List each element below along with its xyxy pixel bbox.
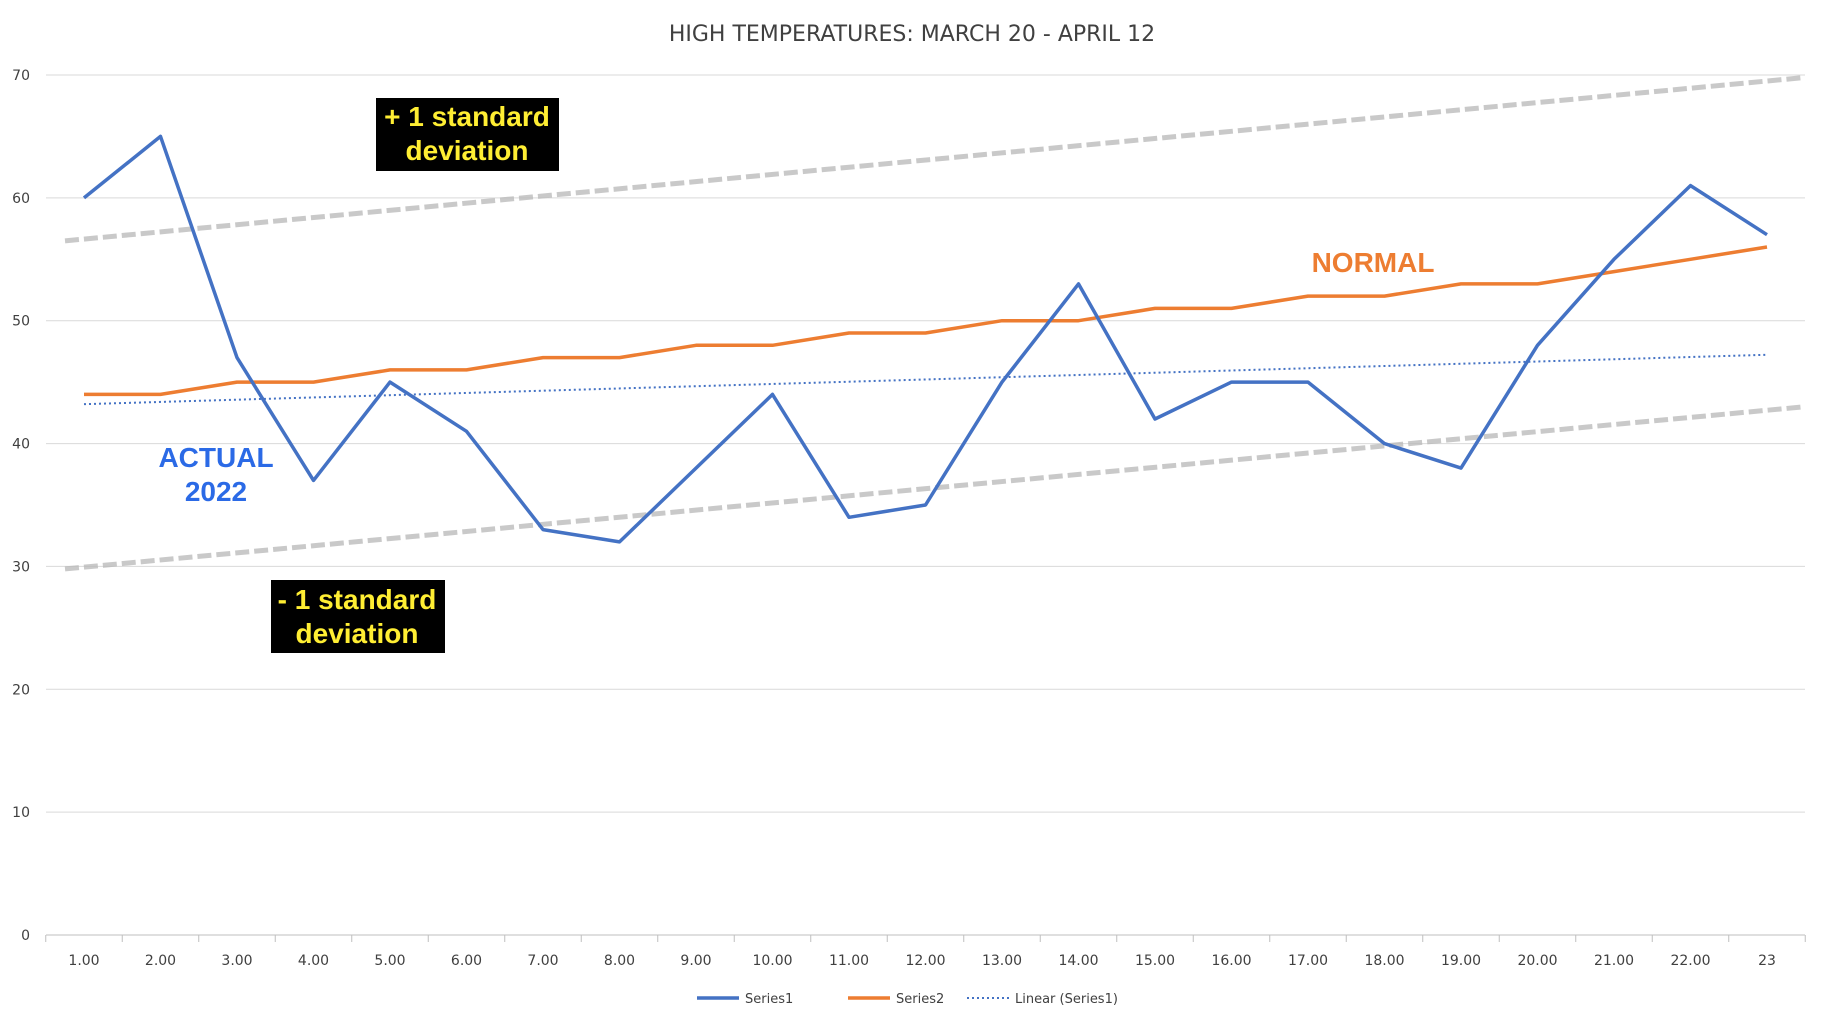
x-tick-label: 10.00 [752,953,792,969]
legend-label-2: Series2 [896,992,944,1007]
y-tick-label: 10 [12,805,30,821]
trendline-series1 [83,353,1768,406]
annotation-normal: NORMAL [1312,247,1435,278]
plus-sd-band [64,74,1806,244]
x-tick-label: 18.00 [1364,953,1404,969]
x-tick-label: 3.00 [221,953,252,969]
x-tick-label: 15.00 [1135,953,1175,969]
y-tick-label: 40 [12,437,30,453]
x-tick-label: 23 [1758,953,1776,969]
series-lines [82,134,1768,544]
annotation-actual-line1: ACTUAL [158,442,273,473]
annotation-actual: ACTUAL 2022 [158,442,273,507]
annotation-plus-sd-line2: deviation [406,135,529,166]
annotation-plus-sd-box [376,98,559,171]
annotation-minus-sd: - 1 standard deviation [271,580,445,653]
chart-title: HIGH TEMPERATURES: MARCH 20 - APRIL 12 [669,22,1155,47]
x-tick-label: 21.00 [1594,953,1634,969]
annotation-plus-sd: + 1 standard deviation [376,98,559,171]
x-tick-label: 8.00 [604,953,635,969]
annotation-minus-sd-box [271,580,445,653]
x-tick-label: 11.00 [829,953,869,969]
annotation-minus-sd-line1: - 1 standard [278,584,437,615]
annotation-plus-sd-line1: + 1 standard [384,101,550,132]
x-tick-label: 17.00 [1288,953,1328,969]
x-tick-label: 14.00 [1058,953,1098,969]
x-tick-label: 4.00 [298,953,329,969]
y-tick-label: 60 [12,191,30,207]
legend-label-3: Linear (Series1) [1015,992,1118,1007]
y-tick-label: 70 [12,68,30,84]
annotation-minus-sd-line2: deviation [296,618,419,649]
x-tick-label: 7.00 [527,953,558,969]
minus-sd-band [64,404,1806,572]
x-tick-label: 19.00 [1441,953,1481,969]
x-tick-label: 9.00 [680,953,711,969]
axes: 0 10 20 30 40 50 60 70 1.00 2.00 3.00 4.00 5.00 6.00 7… [12,68,1806,969]
std-deviation-bands [64,74,1806,572]
x-tick-label: 16.00 [1211,953,1251,969]
y-tick-label: 30 [12,559,30,575]
x-tick-label: 13.00 [982,953,1022,969]
x-tick-label: 5.00 [374,953,405,969]
legend-label-1: Series1 [745,992,793,1007]
gridlines [46,74,1805,813]
y-tick-label: 0 [21,928,30,944]
annotation-actual-line2: 2022 [185,476,247,507]
x-tick-label: 1.00 [68,953,99,969]
y-tick-label: 50 [12,314,30,330]
x-tick-label: 2.00 [145,953,176,969]
x-tick-label: 22.00 [1670,953,1710,969]
x-tick-label: 12.00 [905,953,945,969]
x-tick-label: 20.00 [1517,953,1557,969]
series2-line [84,245,1768,397]
series1-line [82,134,1768,544]
x-tick-label: 6.00 [451,953,482,969]
legend: Series1 Series2 Linear (Series1) [697,992,1118,1007]
y-tick-label: 20 [12,682,30,698]
